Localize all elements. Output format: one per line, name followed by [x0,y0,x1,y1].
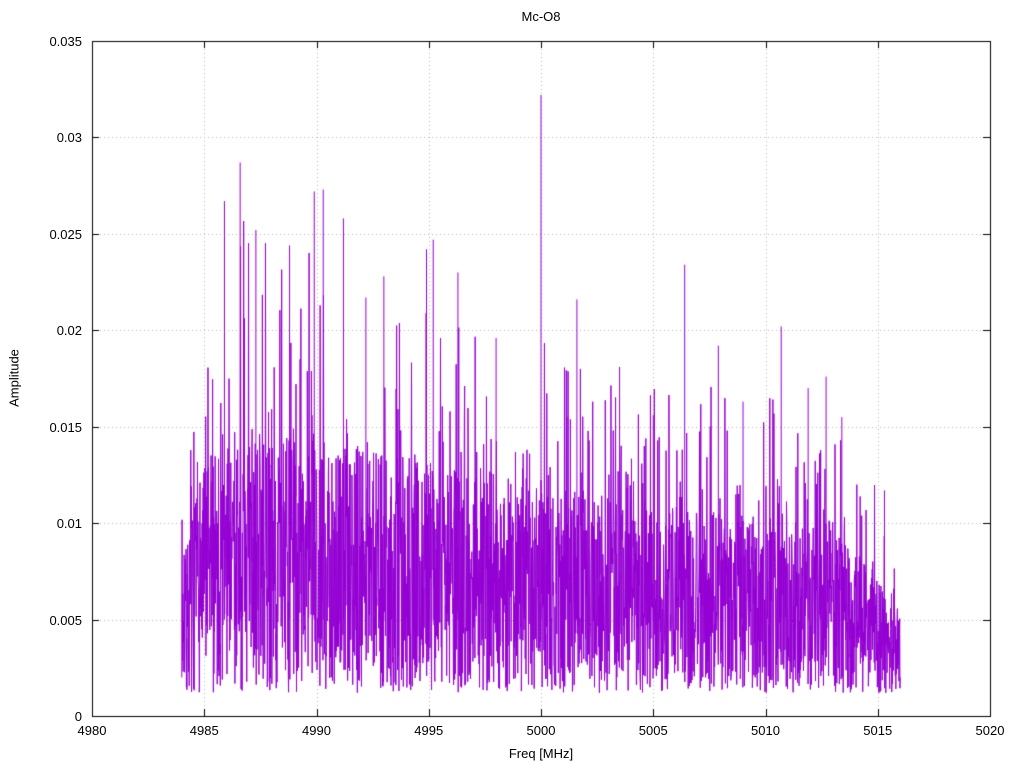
y-tick-label: 0.035 [49,34,82,49]
x-tick-label: 5010 [751,723,780,738]
y-tick-label: 0.03 [56,130,82,146]
y-axis-label: Amplitude [6,349,22,407]
y-tick-label: 0.025 [49,226,82,242]
x-tick-label: 4980 [77,723,107,738]
x-tick-label: 4995 [414,723,444,738]
x-tick-label: 5020 [975,723,1005,738]
y-tick-label: 0 [74,709,82,724]
x-axis-label: Freq [MHz] [508,746,574,761]
x-tick-label: 4990 [302,723,331,738]
y-tick-label: 0.005 [49,612,82,628]
y-tick-label: 0.02 [56,323,82,339]
x-tick-label: 4985 [189,723,219,738]
x-tick-label: 5000 [526,723,556,738]
y-tick-label: 0.015 [49,419,82,435]
y-tick-label: 0.01 [56,516,82,532]
x-tick-label: 5015 [863,723,893,738]
x-tick-label: 5005 [638,723,668,738]
chart-title: Mc-O8 [521,9,561,24]
